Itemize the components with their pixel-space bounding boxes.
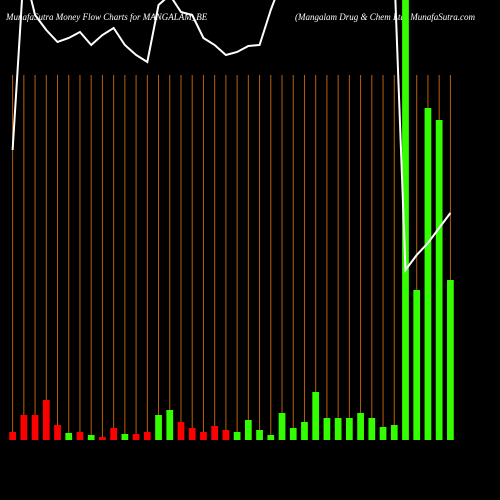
bar — [222, 430, 230, 440]
bar — [188, 428, 196, 440]
bar — [155, 415, 162, 440]
bar — [54, 425, 61, 440]
bar — [233, 432, 241, 440]
bar — [312, 392, 320, 440]
bar — [65, 433, 73, 440]
bar — [166, 410, 174, 440]
bar — [211, 426, 219, 440]
bar — [110, 428, 118, 440]
bar — [121, 434, 129, 440]
money-flow-line — [11, 0, 452, 273]
bar — [20, 415, 28, 440]
bar — [368, 418, 376, 440]
bar — [87, 435, 95, 440]
bar — [345, 418, 353, 440]
bar — [447, 280, 454, 440]
bar — [435, 120, 443, 440]
bar — [390, 425, 398, 440]
bar — [76, 432, 84, 440]
bar — [244, 420, 252, 440]
bar — [9, 432, 16, 440]
bar — [177, 422, 185, 440]
bar — [31, 415, 39, 440]
bar — [143, 432, 151, 440]
bar — [256, 430, 263, 440]
bar — [200, 432, 207, 440]
bar — [334, 418, 342, 440]
bar — [379, 427, 387, 440]
bar — [301, 422, 308, 440]
bar — [323, 418, 331, 440]
bar — [357, 413, 364, 440]
bar — [132, 434, 140, 440]
bar — [267, 435, 275, 440]
bar — [413, 290, 421, 440]
bar — [424, 108, 432, 440]
bar — [289, 428, 297, 440]
bar — [402, 0, 409, 440]
chart-title: MunafaSutra Money Flow Charts for MANGAL… — [5, 12, 208, 22]
bar — [42, 400, 50, 440]
chart-subtitle: (Mangalam Drug & Chem Ltd) MunafaSutra.c… — [295, 12, 475, 22]
bar — [99, 437, 106, 440]
bar — [278, 413, 286, 440]
